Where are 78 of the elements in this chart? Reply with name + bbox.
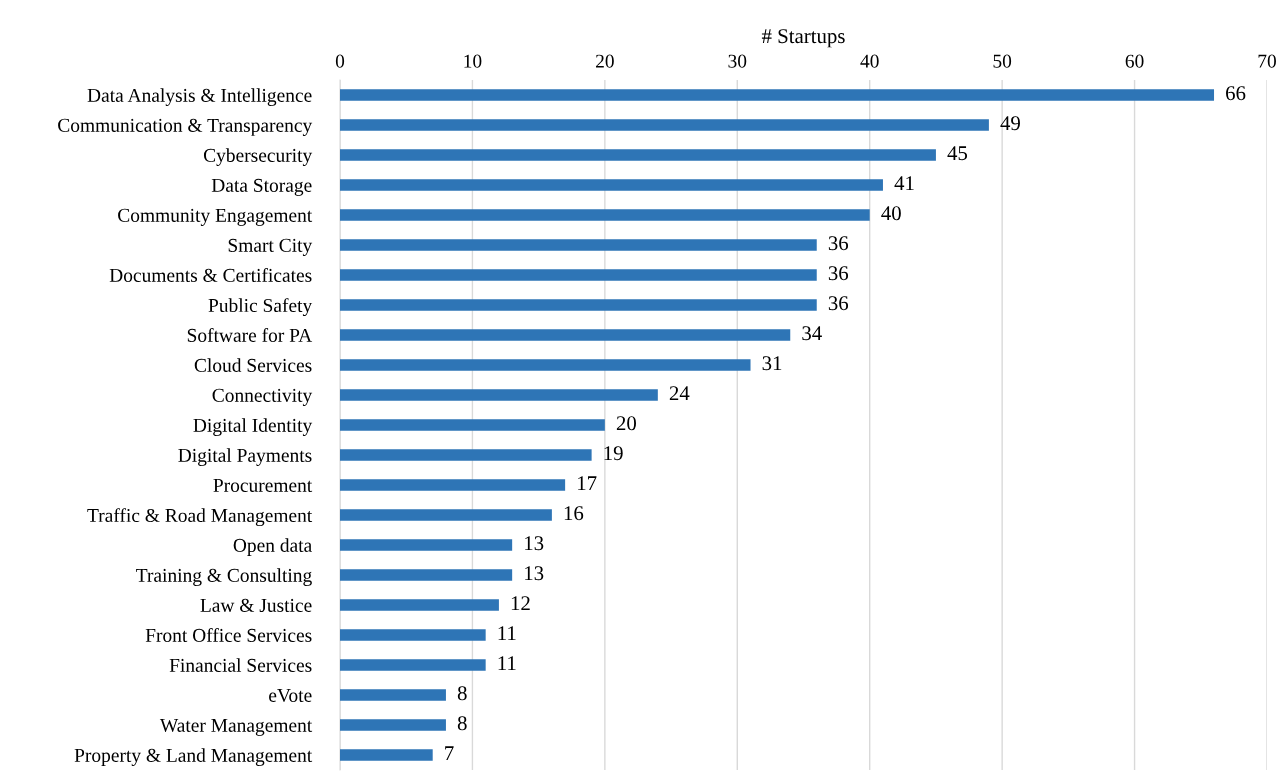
data-label: 12 <box>511 596 530 611</box>
bar <box>340 659 486 671</box>
y-tick-label: Property & Land Management <box>74 748 313 766</box>
y-tick-label: Cybersecurity <box>203 148 313 166</box>
data-label: 13 <box>525 566 544 581</box>
data-label: 34 <box>802 326 822 341</box>
y-tick-label: Law & Justice <box>200 598 312 612</box>
y-tick-label: Cloud Services <box>194 358 312 372</box>
bar <box>340 509 552 521</box>
x-tick-label: 30 <box>728 54 747 68</box>
data-label: 17 <box>578 476 597 491</box>
bar <box>340 89 1215 101</box>
data-label: 49 <box>1000 116 1020 131</box>
data-label: 31 <box>762 356 782 371</box>
x-tick-label: 10 <box>464 54 482 68</box>
data-label: 36 <box>828 236 849 251</box>
x-axis-title: # Startups <box>761 29 845 48</box>
data-label: 8 <box>457 716 467 731</box>
y-tick-label: Procurement <box>213 479 313 492</box>
y-tick-label: Water Management <box>159 718 313 736</box>
bar <box>340 569 513 581</box>
y-tick-label: Communication & Transparency <box>58 118 313 136</box>
data-label: 40 <box>881 206 901 221</box>
data-label: 19 <box>604 446 623 461</box>
bar <box>340 749 433 761</box>
y-tick-label: Smart City <box>228 238 313 256</box>
bar <box>340 149 936 161</box>
bar <box>340 599 499 611</box>
bar <box>340 209 870 221</box>
bar <box>340 359 751 371</box>
bar <box>340 719 446 731</box>
data-label: 66 <box>1226 86 1246 101</box>
y-tick-label: Connectivity <box>212 388 313 406</box>
x-tick-label: 20 <box>595 54 614 68</box>
bar <box>340 389 658 401</box>
bar <box>340 269 817 281</box>
bar <box>340 119 989 131</box>
y-tick-label: Financial Services <box>169 658 312 672</box>
data-label: 41 <box>894 176 914 191</box>
x-tick-label: 50 <box>993 54 1012 68</box>
data-label: 36 <box>828 266 849 281</box>
y-tick-label: Documents & Certificates <box>109 268 312 282</box>
bar <box>340 689 446 701</box>
data-label: 45 <box>947 146 968 161</box>
y-tick-label: Training & Consulting <box>136 568 312 586</box>
y-tick-label: Data Analysis & Intelligence <box>87 88 312 106</box>
bar <box>340 539 513 551</box>
bar <box>340 449 592 461</box>
y-tick-label: Digital Payments <box>178 448 312 466</box>
data-label: 7 <box>445 746 454 761</box>
bar <box>340 239 817 251</box>
y-tick-label: Digital Identity <box>193 418 313 436</box>
data-label: 20 <box>616 416 637 431</box>
data-label: 11 <box>498 656 516 671</box>
x-tick-label: 40 <box>860 54 879 68</box>
data-label: 8 <box>457 686 467 701</box>
data-label: 16 <box>564 506 584 521</box>
y-tick-label: Open data <box>233 538 312 556</box>
y-tick-label: eVote <box>269 689 312 703</box>
bar <box>340 479 566 491</box>
bar <box>340 629 486 641</box>
bar <box>340 329 791 341</box>
bar <box>340 179 883 191</box>
bar <box>340 299 817 311</box>
y-tick-label: Data Storage <box>211 178 312 196</box>
y-tick-label: Community Engagement <box>118 208 313 226</box>
data-label: 24 <box>669 386 690 401</box>
x-tick-label: 70 <box>1258 54 1276 68</box>
data-label: 13 <box>525 536 544 551</box>
data-label: 36 <box>828 296 849 311</box>
x-tick-label: 0 <box>335 54 345 68</box>
y-tick-label: Front Office Services <box>145 628 312 642</box>
x-tick-label: 60 <box>1125 54 1144 68</box>
data-label: 11 <box>498 626 516 641</box>
bar <box>340 419 605 431</box>
y-tick-label: Traffic & Road Management <box>87 508 313 527</box>
y-tick-label: Public Safety <box>208 298 313 317</box>
y-tick-label: Software for PA <box>187 328 313 342</box>
